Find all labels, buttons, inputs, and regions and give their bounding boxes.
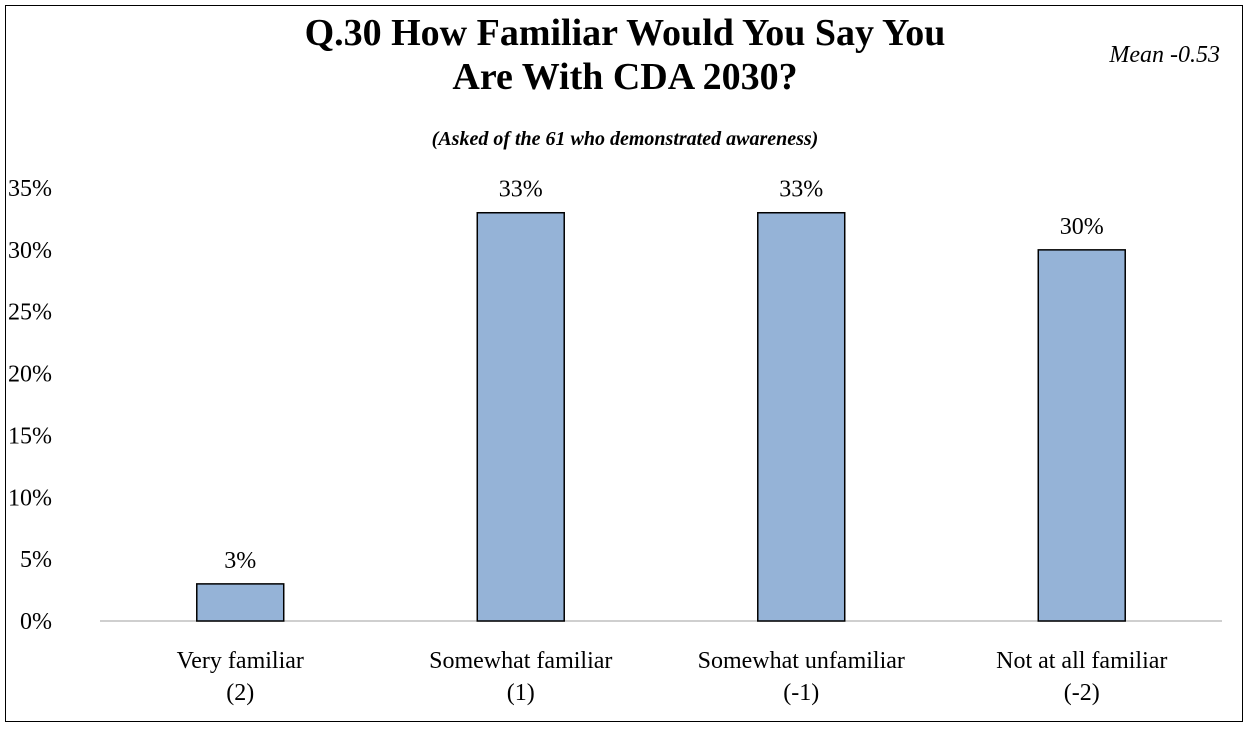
bar (1037, 249, 1126, 622)
chart-subtitle: (Asked of the 61 who demonstrated awaren… (431, 128, 819, 150)
y-tick-label: 25% (8, 300, 52, 326)
chart-title-line-1: Q.30 How Familiar Would You Say You (304, 12, 946, 54)
x-tick-label: Very familiar (177, 648, 304, 674)
y-tick-label: 35% (8, 176, 52, 202)
x-tick-label: Somewhat unfamiliar (698, 648, 905, 674)
x-tick-label: (1) (507, 680, 535, 706)
y-tick-label: 30% (8, 238, 52, 264)
x-tick-label: Not at all familiar (996, 648, 1167, 674)
chart-title-line-2: Are With CDA 2030? (452, 56, 798, 98)
y-tick-label: 20% (8, 362, 52, 388)
bar (476, 211, 565, 622)
data-label: 33% (499, 177, 543, 203)
y-tick-label: 10% (8, 485, 52, 511)
data-label: 33% (779, 177, 823, 203)
y-tick-label: 0% (20, 609, 52, 635)
bar (757, 211, 846, 622)
data-label: 30% (1060, 214, 1104, 240)
x-tick-label: Somewhat familiar (429, 648, 612, 674)
y-tick-label: 5% (20, 547, 52, 573)
y-tick-label: 15% (8, 423, 52, 449)
x-tick-label: (-1) (783, 680, 819, 706)
bar (196, 583, 285, 622)
data-label: 3% (224, 548, 256, 574)
x-tick-label: (-2) (1064, 680, 1100, 706)
mean-annotation: Mean -0.53 (1109, 42, 1220, 68)
chart-frame (5, 5, 1243, 722)
x-tick-label: (2) (226, 680, 254, 706)
